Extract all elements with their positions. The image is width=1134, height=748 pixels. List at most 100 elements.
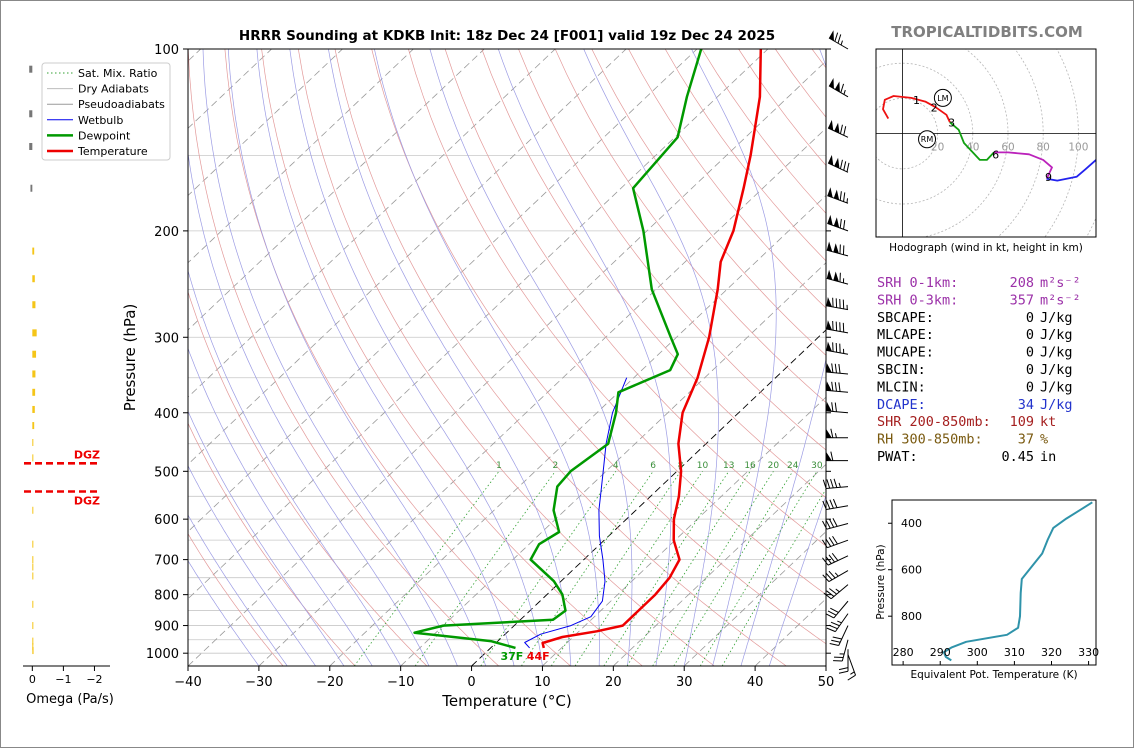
barb-full	[839, 218, 842, 229]
hodograph-height-label: 3	[948, 116, 955, 129]
wind-barb	[847, 654, 856, 681]
barb-flag	[834, 81, 840, 93]
dry-adiabat	[188, 422, 356, 666]
dry-adiabat	[188, 290, 428, 666]
barb-full	[828, 554, 835, 563]
barb-flag	[828, 30, 834, 41]
barb-full	[822, 557, 829, 566]
omega-bar	[32, 643, 34, 651]
pseudoadiabat	[202, 49, 458, 666]
hodograph-segment	[1046, 159, 1096, 182]
omega-bar	[32, 422, 35, 430]
dry-adiabat	[444, 49, 826, 547]
barb-full	[839, 124, 843, 134]
y-tick-label: 100	[154, 43, 179, 58]
thetae-x-tick-label: 320	[1041, 646, 1062, 659]
omega-bar	[32, 329, 37, 337]
barb-half	[850, 671, 855, 675]
barb-flag	[826, 363, 832, 373]
pseudoadiabat	[583, 49, 719, 666]
wind-barb	[827, 119, 849, 138]
barb-full	[843, 192, 846, 202]
wind-barb	[828, 30, 849, 50]
mixing-ratio-label: 30	[811, 461, 823, 471]
y-tick-label: 400	[154, 407, 179, 422]
hodograph-segment	[993, 151, 1053, 180]
barb-shaft	[826, 410, 849, 414]
omega-bar	[32, 572, 34, 580]
legend-box	[41, 62, 171, 161]
wind-barb	[838, 649, 849, 674]
omega-bar	[32, 247, 35, 255]
barb-full	[828, 570, 836, 579]
barb-flag	[828, 154, 834, 166]
barb-flag	[826, 241, 833, 252]
index-value: 0	[1026, 327, 1034, 343]
barb-full	[843, 126, 847, 136]
barb-full	[831, 381, 834, 392]
skewt-axes-frame	[187, 48, 827, 667]
wind-barb	[826, 613, 849, 633]
wind-barb	[826, 341, 849, 355]
barb-shaft	[826, 505, 849, 511]
index-unit: m²s⁻²	[1040, 292, 1081, 308]
barb-shaft	[826, 371, 849, 375]
barb-full	[827, 610, 837, 616]
index-row: MUCAPE: 0 J/kg	[877, 345, 1073, 361]
storm-motion-label: LM	[937, 94, 948, 103]
index-unit: kt	[1040, 414, 1056, 430]
index-label: SBCAPE:	[877, 310, 934, 326]
mixing-ratio-label: 1	[496, 461, 502, 471]
wind-barb	[827, 187, 849, 204]
mixing-ratio-line	[626, 471, 751, 666]
thetae-y-tick-label: 400	[901, 517, 922, 530]
dgz-label-bottom: DGZ	[74, 448, 100, 461]
wind-barbs	[821, 30, 856, 681]
omega-bar	[32, 622, 34, 630]
barb-shaft	[847, 654, 856, 676]
barb-half	[834, 572, 839, 577]
barb-full	[834, 382, 837, 392]
x-tick-label: 10	[534, 675, 551, 690]
barb-full	[831, 363, 834, 373]
barb-full	[829, 499, 834, 509]
omega-xlabel: Omega (Pa/s)	[26, 692, 114, 707]
pseudoadiabat	[188, 464, 316, 666]
barb-shaft	[826, 305, 849, 311]
x-tick-label: 20	[605, 675, 622, 690]
thetae-plot	[942, 501, 1093, 662]
isotherm-line	[613, 463, 826, 666]
barb-full	[825, 555, 832, 564]
barb-shaft	[833, 600, 849, 619]
omega-bar	[30, 184, 33, 192]
isotherm-line	[400, 262, 826, 666]
barb-full	[830, 607, 839, 613]
hodograph-ring-label: 100	[1068, 142, 1088, 154]
omega-bar	[32, 350, 37, 358]
index-unit: J/kg	[1040, 327, 1073, 343]
barb-full	[831, 552, 839, 561]
mixing-ratio-line	[480, 471, 617, 666]
mixing-ratio-line	[699, 471, 818, 666]
mixing-ratio-label: 4	[613, 461, 619, 471]
y-tick-label: 900	[154, 620, 179, 635]
barb-full	[828, 624, 838, 630]
barb-flag	[826, 296, 833, 307]
wind-barb	[826, 320, 849, 334]
barb-full	[830, 478, 834, 489]
y-tick-label: 200	[154, 225, 179, 240]
pseudoadiabat	[188, 410, 345, 666]
thetae-x-tick-label: 310	[1004, 646, 1025, 659]
barb-full	[832, 517, 838, 527]
mixing-ratio-label: 16	[744, 461, 756, 471]
barb-full	[822, 574, 830, 582]
dry-adiabat	[518, 49, 826, 451]
pseudoadiabat	[188, 150, 430, 666]
omega-bar	[29, 65, 33, 73]
mixing-ratio-line	[652, 471, 774, 666]
barb-full	[830, 451, 834, 461]
barb-full	[840, 83, 845, 93]
barb-flag	[826, 401, 832, 412]
dry-adiabat	[297, 49, 715, 666]
pseudoadiabat	[256, 49, 515, 666]
